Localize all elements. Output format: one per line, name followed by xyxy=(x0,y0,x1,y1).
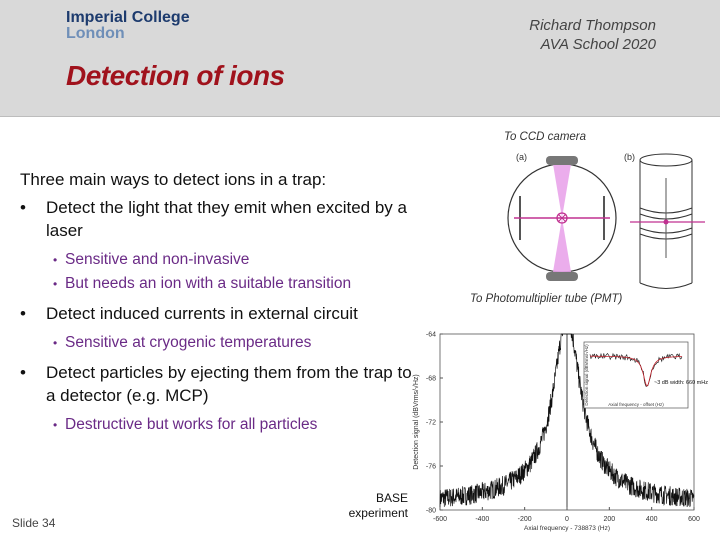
y-axis-label: Detection signal (dBVrms/√Hz) xyxy=(412,374,420,469)
inset-fit xyxy=(590,355,682,387)
y-tick-label: -68 xyxy=(426,376,436,383)
panel-a-label: (a) xyxy=(516,152,527,162)
inset-x-label: Axial frequency - offset (Hz) xyxy=(608,402,664,407)
x-tick-label: 200 xyxy=(603,516,615,523)
slide-title: Detection of ions xyxy=(66,60,285,91)
x-tick-label: -600 xyxy=(433,516,447,523)
sub-bullet-text: But needs an ion with a suitable transit… xyxy=(65,275,352,292)
header-band: Imperial College London Richard Thompson… xyxy=(0,0,720,117)
y-tick-label: -76 xyxy=(426,464,436,471)
event-name: AVA School 2020 xyxy=(540,36,656,53)
source-label-line2: experiment xyxy=(348,506,408,520)
author-name: Richard Thompson xyxy=(529,17,656,34)
sub-bullet-text: Sensitive and non-invasive xyxy=(65,251,250,268)
x-tick-label: -400 xyxy=(475,516,489,523)
bullet-ejection-text: Detect particles by ejecting them from t… xyxy=(46,363,412,405)
trap-diagram: (a) (b) xyxy=(507,152,705,289)
ccd-caption: To CCD camera xyxy=(504,131,587,143)
inset-y-label: Detection signal (dBVrms/√Hz) xyxy=(584,344,589,406)
source-label-line1: BASE xyxy=(375,491,408,505)
bullet-currents: • Detect induced currents in external cir… xyxy=(20,304,358,323)
bullet-light-text: Detect the light that they emit when exc… xyxy=(46,198,407,240)
sub-bullet: • Sensitive and non-invasive xyxy=(53,251,250,268)
sub-bullet: • Destructive but works for all particles xyxy=(53,416,318,433)
y-tick-label: -64 xyxy=(426,332,436,339)
source-label: BASE experiment xyxy=(330,491,408,521)
logo-line1: Imperial College xyxy=(66,9,190,26)
bullet-currents-text: Detect induced currents in external circ… xyxy=(46,304,358,323)
x-axis-label: Axial frequency - 738873 (Hz) xyxy=(524,525,610,532)
intro-text: Three main ways to detect ions in a trap… xyxy=(20,170,327,189)
x-tick-label: 0 xyxy=(565,516,569,523)
laser-beam-vertical xyxy=(552,158,572,218)
inset-frame xyxy=(583,341,689,409)
inset-annotation: ~3 dB width: 660 mHz xyxy=(654,380,708,386)
spectrum-chart: -600 -400 -200 0 200 400 600 -64 -68 -72 -76 -80 Axi… xyxy=(412,332,708,533)
x-tick-label: 600 xyxy=(688,516,700,523)
sub-bullet-text: Destructive but works for all particles xyxy=(65,416,318,433)
y-tick-label: -80 xyxy=(426,508,436,515)
panel-b-label: (b) xyxy=(624,152,635,162)
bullet-ejection: • Detect particles by ejecting them from … xyxy=(20,363,412,405)
pmt-caption: To Photomultiplier tube (PMT) xyxy=(470,293,623,305)
bullet-content: Three main ways to detect ions in a trap… xyxy=(20,170,420,437)
sub-bullet-text: Sensitive at cryogenic temperatures xyxy=(65,334,312,351)
sub-bullet: • But needs an ion with a suitable transi… xyxy=(53,275,352,292)
imperial-college-logo: Imperial College London xyxy=(66,10,190,42)
slide-number: Slide 34 xyxy=(12,516,56,530)
x-tick-label: -200 xyxy=(518,516,532,523)
x-tick-label: 400 xyxy=(646,516,658,523)
logo-line2: London xyxy=(66,25,125,42)
y-tick-label: -72 xyxy=(426,420,436,427)
author-block: Richard Thompson AVA School 2020 xyxy=(529,16,656,54)
sub-bullet: • Sensitive at cryogenic temperatures xyxy=(53,334,312,351)
bullet-light: • Detect the light that they emit when ex… xyxy=(20,198,407,240)
